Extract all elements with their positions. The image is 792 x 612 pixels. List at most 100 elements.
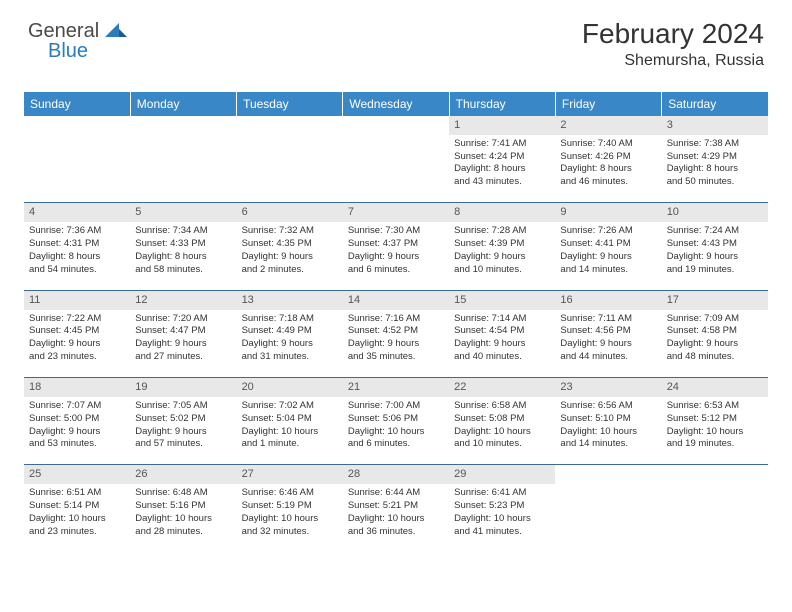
day-info-line: Sunset: 4:52 PM [348,325,444,338]
day-number-cell: 2 [555,116,661,135]
day-number-cell: 11 [24,290,130,309]
day-info-line: Sunrise: 6:46 AM [242,487,338,500]
day-info-line: Daylight: 8 hours [29,251,125,264]
day-info-line: Daylight: 10 hours [29,513,125,526]
location-label: Shemursha, Russia [582,52,764,70]
day-info-line: Daylight: 9 hours [242,251,338,264]
day-info-line: Sunset: 5:04 PM [242,413,338,426]
day-number-cell: 7 [343,203,449,222]
day-number-cell: 17 [662,290,768,309]
day-info-row: Sunrise: 7:22 AMSunset: 4:45 PMDaylight:… [24,310,768,378]
day-info-line: and 35 minutes. [348,351,444,364]
day-number-cell: 12 [130,290,236,309]
day-info-line: Sunset: 4:56 PM [560,325,656,338]
day-info-line: Sunset: 4:26 PM [560,151,656,164]
day-info-cell [662,484,768,552]
day-info-line: Sunset: 5:21 PM [348,500,444,513]
day-info-line: Daylight: 9 hours [454,338,550,351]
day-info-line: Daylight: 9 hours [29,426,125,439]
day-info-line: Sunrise: 7:36 AM [29,225,125,238]
day-info-line: Sunrise: 7:38 AM [667,138,763,151]
day-info-line: Daylight: 9 hours [29,338,125,351]
day-info-cell: Sunrise: 7:38 AMSunset: 4:29 PMDaylight:… [662,135,768,203]
day-header: Friday [555,92,661,116]
day-info-line: Sunrise: 7:41 AM [454,138,550,151]
day-info-cell: Sunrise: 7:16 AMSunset: 4:52 PMDaylight:… [343,310,449,378]
day-info-line: Sunrise: 7:28 AM [454,225,550,238]
day-info-line: Daylight: 9 hours [348,251,444,264]
day-info-line: Daylight: 10 hours [242,513,338,526]
day-info-line: Daylight: 9 hours [560,338,656,351]
day-info-line: Sunset: 4:43 PM [667,238,763,251]
day-info-line: Sunrise: 7:34 AM [135,225,231,238]
day-number-cell: 18 [24,378,130,397]
day-info-line: Sunrise: 7:30 AM [348,225,444,238]
day-header: Saturday [662,92,768,116]
day-number-cell [662,465,768,484]
day-header: Thursday [449,92,555,116]
brand-triangle-icon [105,21,127,42]
day-info-line: and 27 minutes. [135,351,231,364]
day-info-cell: Sunrise: 7:14 AMSunset: 4:54 PMDaylight:… [449,310,555,378]
day-info-cell: Sunrise: 6:41 AMSunset: 5:23 PMDaylight:… [449,484,555,552]
day-info-line: Sunset: 5:16 PM [135,500,231,513]
day-number-cell: 22 [449,378,555,397]
day-info-line: Sunset: 5:23 PM [454,500,550,513]
day-info-line: and 6 minutes. [348,264,444,277]
day-info-line: and 23 minutes. [29,526,125,539]
brand-blue-wrap: Blue [48,40,88,63]
day-info-cell: Sunrise: 7:41 AMSunset: 4:24 PMDaylight:… [449,135,555,203]
day-info-line: Sunset: 5:02 PM [135,413,231,426]
day-info-cell [24,135,130,203]
day-info-cell: Sunrise: 7:40 AMSunset: 4:26 PMDaylight:… [555,135,661,203]
day-info-cell: Sunrise: 7:00 AMSunset: 5:06 PMDaylight:… [343,397,449,465]
day-info-line: Sunrise: 7:18 AM [242,313,338,326]
day-info-line: Sunrise: 7:22 AM [29,313,125,326]
day-info-line: Sunrise: 7:07 AM [29,400,125,413]
day-info-line: Sunset: 4:54 PM [454,325,550,338]
day-info-cell: Sunrise: 7:22 AMSunset: 4:45 PMDaylight:… [24,310,130,378]
day-info-line: Daylight: 10 hours [135,513,231,526]
day-info-line: and 10 minutes. [454,264,550,277]
day-info-line: and 36 minutes. [348,526,444,539]
day-info-line: Sunrise: 7:11 AM [560,313,656,326]
day-info-cell: Sunrise: 6:48 AMSunset: 5:16 PMDaylight:… [130,484,236,552]
day-info-line: and 2 minutes. [242,264,338,277]
day-info-cell: Sunrise: 7:26 AMSunset: 4:41 PMDaylight:… [555,222,661,290]
day-info-line: Sunrise: 6:51 AM [29,487,125,500]
daynum-row: 45678910 [24,203,768,222]
day-info-line: Sunset: 4:41 PM [560,238,656,251]
day-info-line: and 41 minutes. [454,526,550,539]
day-number-cell: 28 [343,465,449,484]
day-info-line: and 46 minutes. [560,176,656,189]
day-info-cell: Sunrise: 7:30 AMSunset: 4:37 PMDaylight:… [343,222,449,290]
day-info-line: and 53 minutes. [29,438,125,451]
day-info-line: Sunset: 4:49 PM [242,325,338,338]
day-info-line: Daylight: 10 hours [454,513,550,526]
day-info-line: and 28 minutes. [135,526,231,539]
calendar-table: Sunday Monday Tuesday Wednesday Thursday… [24,92,768,552]
day-info-line: and 57 minutes. [135,438,231,451]
day-info-cell: Sunrise: 7:28 AMSunset: 4:39 PMDaylight:… [449,222,555,290]
day-info-line: and 10 minutes. [454,438,550,451]
day-info-line: Sunrise: 7:09 AM [667,313,763,326]
day-info-line: Sunrise: 7:00 AM [348,400,444,413]
day-info-line: Daylight: 9 hours [135,426,231,439]
day-info-line: Sunset: 5:08 PM [454,413,550,426]
day-info-line: Daylight: 8 hours [135,251,231,264]
day-info-line: and 32 minutes. [242,526,338,539]
day-number-cell: 10 [662,203,768,222]
day-info-line: Sunrise: 6:44 AM [348,487,444,500]
day-number-cell: 19 [130,378,236,397]
day-info-line: Sunset: 5:19 PM [242,500,338,513]
day-info-cell [343,135,449,203]
day-number-cell: 8 [449,203,555,222]
day-number-cell: 23 [555,378,661,397]
day-info-cell: Sunrise: 7:07 AMSunset: 5:00 PMDaylight:… [24,397,130,465]
day-info-line: and 31 minutes. [242,351,338,364]
day-info-row: Sunrise: 7:36 AMSunset: 4:31 PMDaylight:… [24,222,768,290]
day-header: Wednesday [343,92,449,116]
daynum-row: 2526272829 [24,465,768,484]
day-number-cell [237,116,343,135]
day-info-line: and 40 minutes. [454,351,550,364]
